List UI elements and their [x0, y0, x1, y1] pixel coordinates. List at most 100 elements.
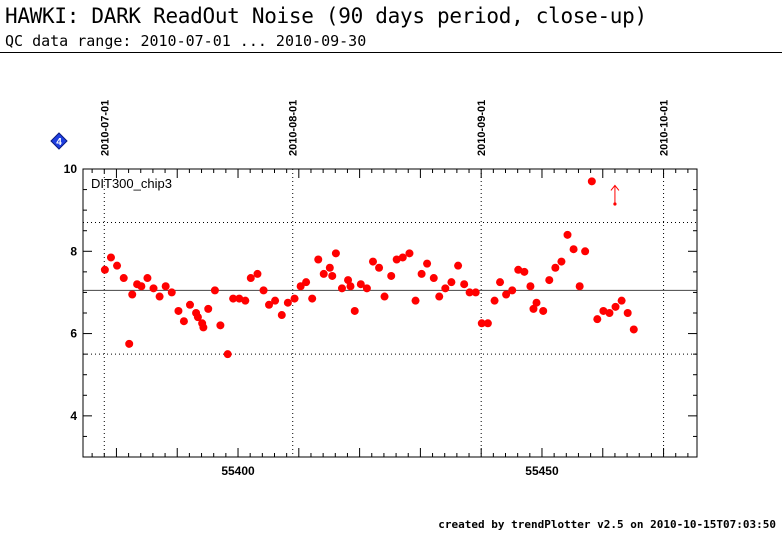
data-point	[629, 325, 638, 334]
date-marker-label: 2010-07-01	[99, 100, 111, 156]
header-divider	[0, 52, 782, 53]
data-point	[387, 271, 396, 280]
data-point	[106, 253, 115, 262]
data-point	[185, 300, 194, 309]
y-tick-label: 10	[64, 162, 78, 176]
data-point	[599, 306, 608, 315]
data-point	[319, 269, 328, 278]
date-marker-label: 2010-08-01	[288, 100, 300, 156]
data-point	[193, 313, 202, 322]
data-point	[423, 259, 432, 268]
data-point	[331, 249, 340, 258]
data-point	[587, 177, 596, 186]
data-point	[100, 265, 109, 274]
reference-lines	[83, 221, 697, 355]
data-point	[563, 230, 572, 239]
data-point	[328, 271, 337, 280]
data-point	[569, 245, 578, 254]
data-point	[593, 315, 602, 324]
data-point	[611, 302, 620, 311]
data-point	[380, 292, 389, 301]
data-point	[346, 282, 355, 291]
date-marker-labels: 2010-07-01 2010-08-01 2010-09-01 2010-10-01	[99, 100, 670, 156]
data-point	[137, 282, 146, 291]
data-point	[302, 278, 311, 287]
data-point	[128, 290, 137, 299]
data-point	[356, 280, 365, 289]
data-point	[429, 274, 438, 283]
data-point	[199, 323, 208, 332]
data-point	[241, 296, 250, 305]
y-tick-label: 6	[70, 327, 77, 341]
data-point	[477, 319, 486, 328]
data-point	[575, 282, 584, 291]
data-point	[581, 247, 590, 256]
x-tick-label: 55400	[221, 464, 255, 478]
data-point	[392, 255, 401, 264]
data-point	[508, 286, 517, 295]
outlier-arrow-base	[613, 202, 617, 206]
data-point	[460, 280, 469, 289]
data-point	[216, 321, 225, 330]
data-point	[454, 261, 463, 270]
data-point	[605, 309, 614, 317]
data-point	[125, 339, 134, 348]
chip-badge-icon: 4	[50, 132, 68, 150]
grid-lines	[103, 169, 665, 457]
data-point	[174, 306, 183, 315]
data-point	[520, 267, 529, 276]
outlier-arrow-head	[610, 184, 620, 191]
axis-tick-labels: 55400 55450 4 6 8 10	[64, 162, 559, 478]
data-point	[368, 257, 377, 266]
data-point	[471, 288, 480, 297]
data-point	[529, 304, 538, 313]
data-point	[314, 255, 323, 264]
data-point	[204, 304, 213, 313]
x-tick-label: 55450	[525, 464, 559, 478]
data-point	[210, 286, 219, 295]
data-point	[179, 317, 188, 326]
data-point	[532, 298, 541, 307]
date-marker-label: 2010-10-01	[659, 100, 671, 156]
data-point	[350, 306, 359, 315]
data-point	[441, 284, 450, 293]
data-point	[155, 292, 164, 301]
data-point	[411, 296, 420, 305]
data-point	[496, 278, 505, 287]
data-point	[551, 263, 560, 272]
data-point	[308, 294, 317, 303]
axis-ticks	[83, 168, 697, 458]
data-point	[277, 311, 286, 320]
data-point	[325, 263, 334, 272]
data-points	[100, 230, 638, 359]
data-point	[290, 294, 299, 303]
y-tick-label: 8	[70, 244, 77, 258]
y-tick-label: 4	[70, 409, 77, 423]
data-point	[167, 288, 176, 297]
series-label: DIT300_chip3	[91, 176, 172, 191]
date-marker-label: 2010-09-01	[476, 100, 488, 156]
data-point	[435, 292, 444, 301]
chip-badge-label: 4	[56, 137, 62, 148]
data-point	[405, 249, 414, 258]
data-point	[465, 288, 474, 297]
chart-subtitle: QC data range: 2010-07-01 ... 2010-09-30	[5, 32, 367, 50]
data-point	[253, 269, 262, 278]
data-point	[526, 282, 535, 291]
data-point	[119, 274, 128, 283]
data-point	[259, 286, 268, 295]
data-point	[149, 284, 158, 293]
data-point	[514, 265, 523, 274]
data-point	[161, 282, 170, 291]
data-point	[229, 294, 238, 303]
data-point	[235, 294, 244, 303]
data-point	[143, 274, 152, 283]
data-point	[344, 276, 353, 285]
outlier-arrow	[587, 177, 620, 206]
data-point	[483, 319, 492, 328]
data-point	[502, 290, 511, 299]
data-point	[265, 300, 274, 309]
data-point	[223, 350, 232, 359]
data-point	[337, 284, 346, 293]
data-point	[545, 276, 554, 285]
